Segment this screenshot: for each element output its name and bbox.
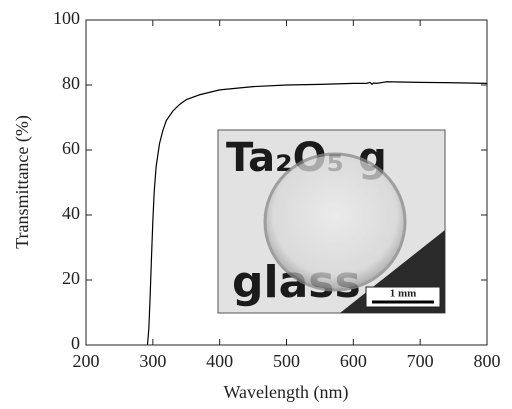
glass-disc xyxy=(263,152,407,292)
y-tick-label: 100 xyxy=(53,8,80,28)
x-tick-label: 700 xyxy=(407,351,434,371)
y-tick-label: 60 xyxy=(62,138,80,158)
x-tick-label: 600 xyxy=(340,351,367,371)
x-tick-label: 400 xyxy=(206,351,233,371)
x-tick-label: 300 xyxy=(139,351,166,371)
x-tick-label: 500 xyxy=(273,351,300,371)
x-tick-label: 200 xyxy=(73,351,100,371)
y-tick-label: 20 xyxy=(62,268,80,288)
y-tick-label: 0 xyxy=(71,333,80,353)
y-tick-label: 40 xyxy=(62,203,80,223)
x-tick-label: 800 xyxy=(474,351,501,371)
y-tick-label: 80 xyxy=(62,73,80,93)
data-line xyxy=(146,81,488,346)
y-axis-label: Transmittance (%) xyxy=(12,115,33,249)
x-axis-label: Wavelength (nm) xyxy=(223,382,348,403)
scale-label: 1 mm xyxy=(390,288,417,300)
inset-photo: Ta₂O₅ g glass 1 mm xyxy=(217,129,446,314)
